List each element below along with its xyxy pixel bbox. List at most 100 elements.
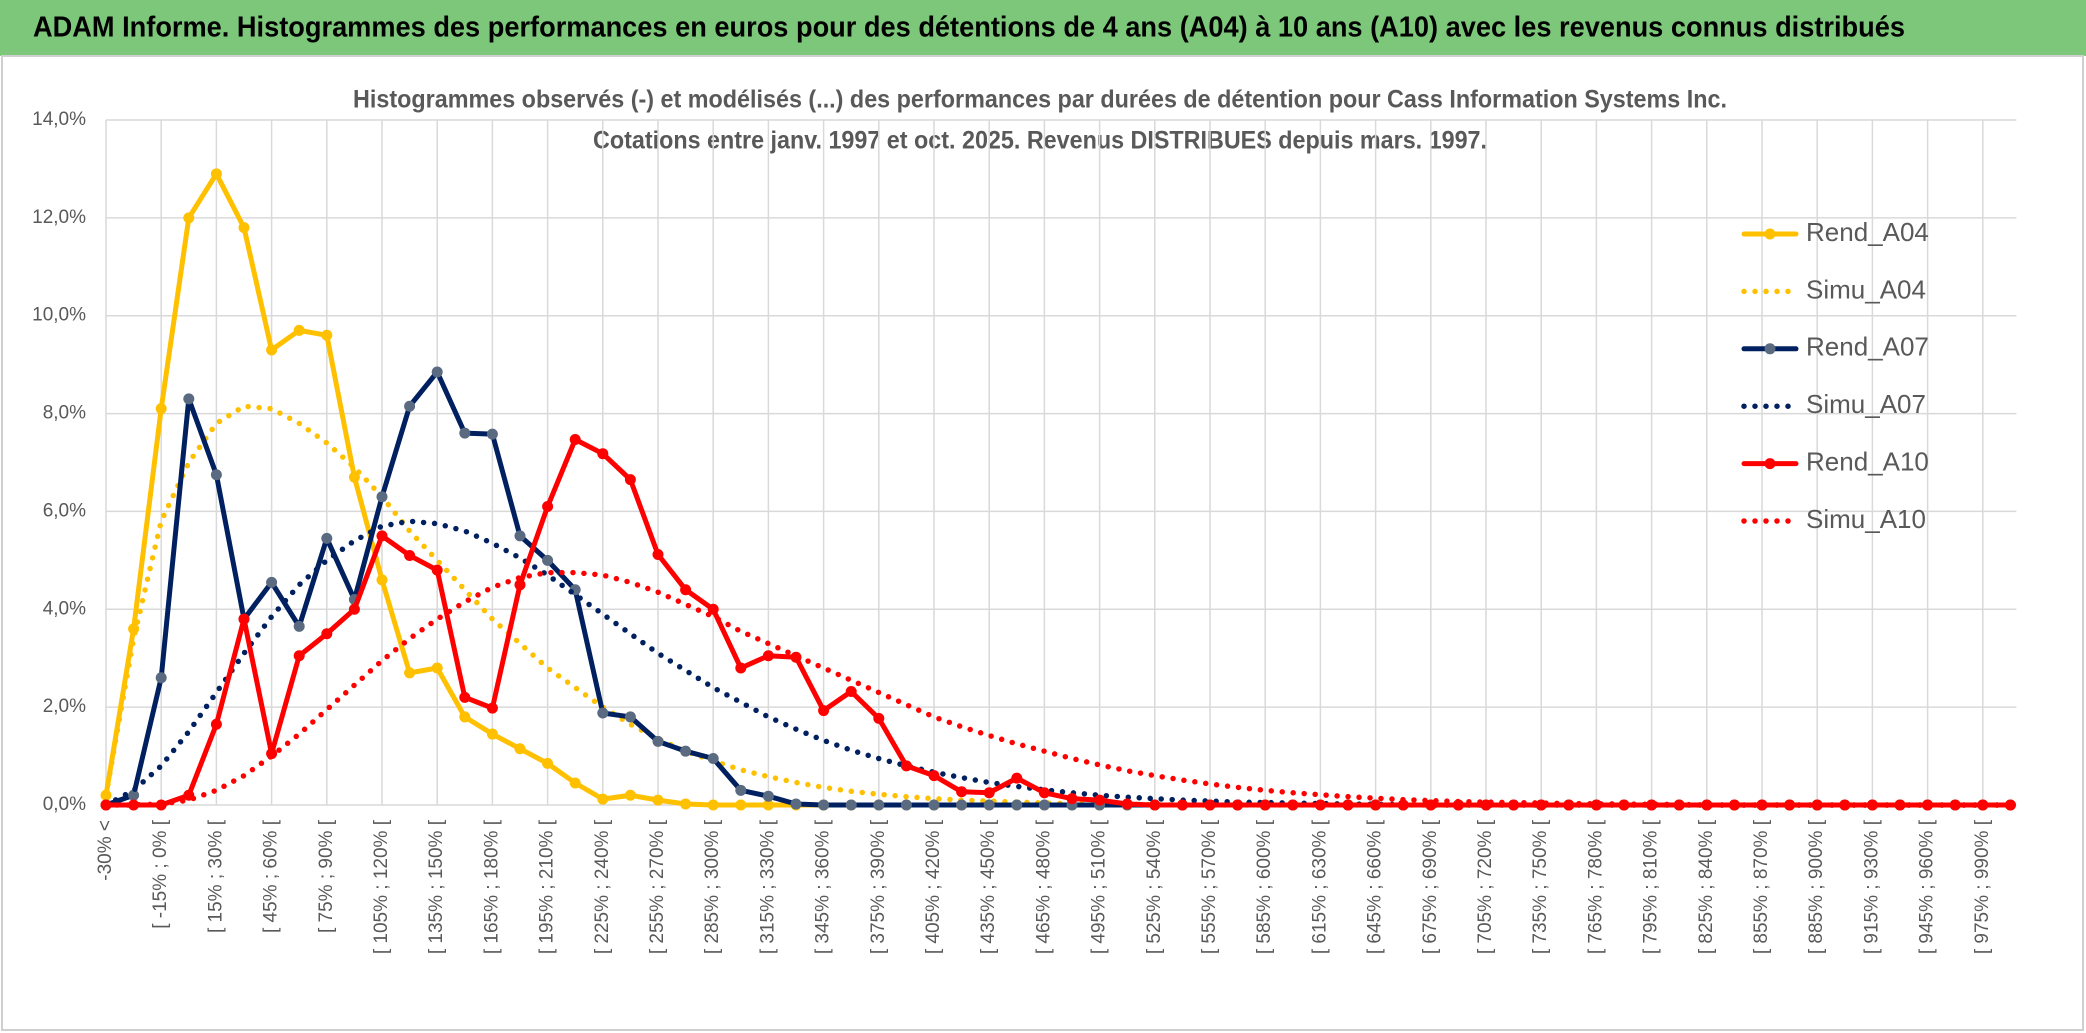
y-tick-label: 6,0% <box>43 500 86 521</box>
x-tick-label: [ 495% ; 510% [ <box>1089 819 1110 954</box>
data-point <box>735 784 747 796</box>
data-point <box>348 471 360 483</box>
x-tick-label: [ 15% ; 30% [ <box>205 819 226 933</box>
data-point <box>1425 799 1437 811</box>
legend-label: Simu_A04 <box>1806 274 1926 304</box>
x-tick-label: [ 315% ; 330% [ <box>757 819 778 954</box>
y-tick-label: 4,0% <box>43 598 86 619</box>
data-point <box>1149 799 1161 811</box>
data-point <box>348 603 360 615</box>
data-point <box>1204 799 1216 811</box>
data-point <box>680 584 692 596</box>
data-point <box>762 799 774 811</box>
data-point <box>735 662 747 674</box>
data-point <box>1977 799 1989 811</box>
data-point <box>183 212 195 224</box>
data-point <box>404 549 416 561</box>
data-point <box>818 799 830 811</box>
data-point <box>762 790 774 802</box>
data-point <box>486 702 498 714</box>
data-point <box>1038 787 1050 799</box>
data-point <box>1038 799 1050 811</box>
data-point <box>1121 798 1133 810</box>
data-point <box>845 799 857 811</box>
header-bar <box>0 0 2086 56</box>
data-point <box>293 324 305 336</box>
data-point <box>956 799 968 811</box>
data-point <box>707 799 719 811</box>
data-point <box>210 469 222 481</box>
data-point <box>155 672 167 684</box>
data-point <box>266 344 278 356</box>
data-point <box>1756 799 1768 811</box>
x-tick-label: [ 975% ; 990% [ <box>1972 819 1993 954</box>
x-tick-label: [ 765% ; 780% [ <box>1585 819 1606 954</box>
x-tick-label: [ 705% ; 720% [ <box>1475 819 1496 954</box>
data-point <box>404 400 416 412</box>
data-point <box>652 548 664 560</box>
x-tick-label: [ 105% ; 120% [ <box>371 819 392 954</box>
data-point <box>210 718 222 730</box>
x-tick-label: [ 45% ; 60% [ <box>261 819 282 933</box>
x-tick-label: [ 135% ; 150% [ <box>426 819 447 954</box>
data-point <box>928 770 940 782</box>
data-point <box>431 366 443 378</box>
data-point <box>183 393 195 405</box>
x-tick-label: [ 885% ; 900% [ <box>1806 819 1827 954</box>
data-point <box>597 448 609 460</box>
data-point <box>459 427 471 439</box>
data-point <box>735 799 747 811</box>
x-tick-label: [ 345% ; 360% [ <box>813 819 834 954</box>
data-point <box>707 753 719 765</box>
model-line <box>103 569 2014 808</box>
legend-label: Rend_A04 <box>1806 217 1929 247</box>
data-point <box>1811 799 1823 811</box>
x-tick-label: [ 945% ; 960% [ <box>1917 819 1938 954</box>
x-tick-label: [ 405% ; 420% [ <box>923 819 944 954</box>
y-tick-label: 12,0% <box>32 207 86 228</box>
data-point <box>238 613 250 625</box>
data-point <box>597 793 609 805</box>
data-point <box>680 798 692 810</box>
data-point <box>293 620 305 632</box>
data-point <box>128 799 140 811</box>
data-point <box>542 554 554 566</box>
data-point <box>238 222 250 234</box>
x-tick-label: [ 285% ; 300% [ <box>702 819 723 954</box>
x-tick-label: [ 735% ; 750% [ <box>1530 819 1551 954</box>
data-point <box>321 532 333 544</box>
data-point <box>1287 799 1299 811</box>
data-point <box>900 760 912 772</box>
data-point <box>1314 799 1326 811</box>
x-tick-label: [ 255% ; 270% [ <box>647 819 668 954</box>
data-point <box>1866 799 1878 811</box>
legend-label: Simu_A07 <box>1806 389 1926 419</box>
observed-line <box>103 437 2013 808</box>
x-tick-label: [ 375% ; 390% [ <box>868 819 889 954</box>
data-point <box>486 728 498 740</box>
data-point <box>1011 799 1023 811</box>
data-point <box>597 707 609 719</box>
chart-subtitle: Cotations entre janv. 1997 et oct. 2025.… <box>593 127 1487 155</box>
data-point <box>624 474 636 486</box>
data-point <box>983 799 995 811</box>
data-point <box>1232 799 1244 811</box>
data-point <box>155 403 167 415</box>
data-point <box>431 662 443 674</box>
data-point <box>873 712 885 724</box>
legend-marker <box>1764 458 1776 470</box>
data-point <box>376 574 388 586</box>
data-point <box>266 576 278 588</box>
data-point <box>1176 799 1188 811</box>
x-tick-label: [ 525% ; 540% [ <box>1144 819 1165 954</box>
x-tick-label: [ 195% ; 210% [ <box>537 819 558 954</box>
x-tick-label: [ 795% ; 810% [ <box>1641 819 1662 954</box>
data-point <box>707 603 719 615</box>
x-tick-label: [ 645% ; 660% [ <box>1365 819 1386 954</box>
y-tick-label: 8,0% <box>43 403 86 424</box>
x-tick-label: [ 675% ; 690% [ <box>1420 819 1441 954</box>
data-point <box>983 787 995 799</box>
data-point <box>624 711 636 723</box>
data-point <box>321 628 333 640</box>
